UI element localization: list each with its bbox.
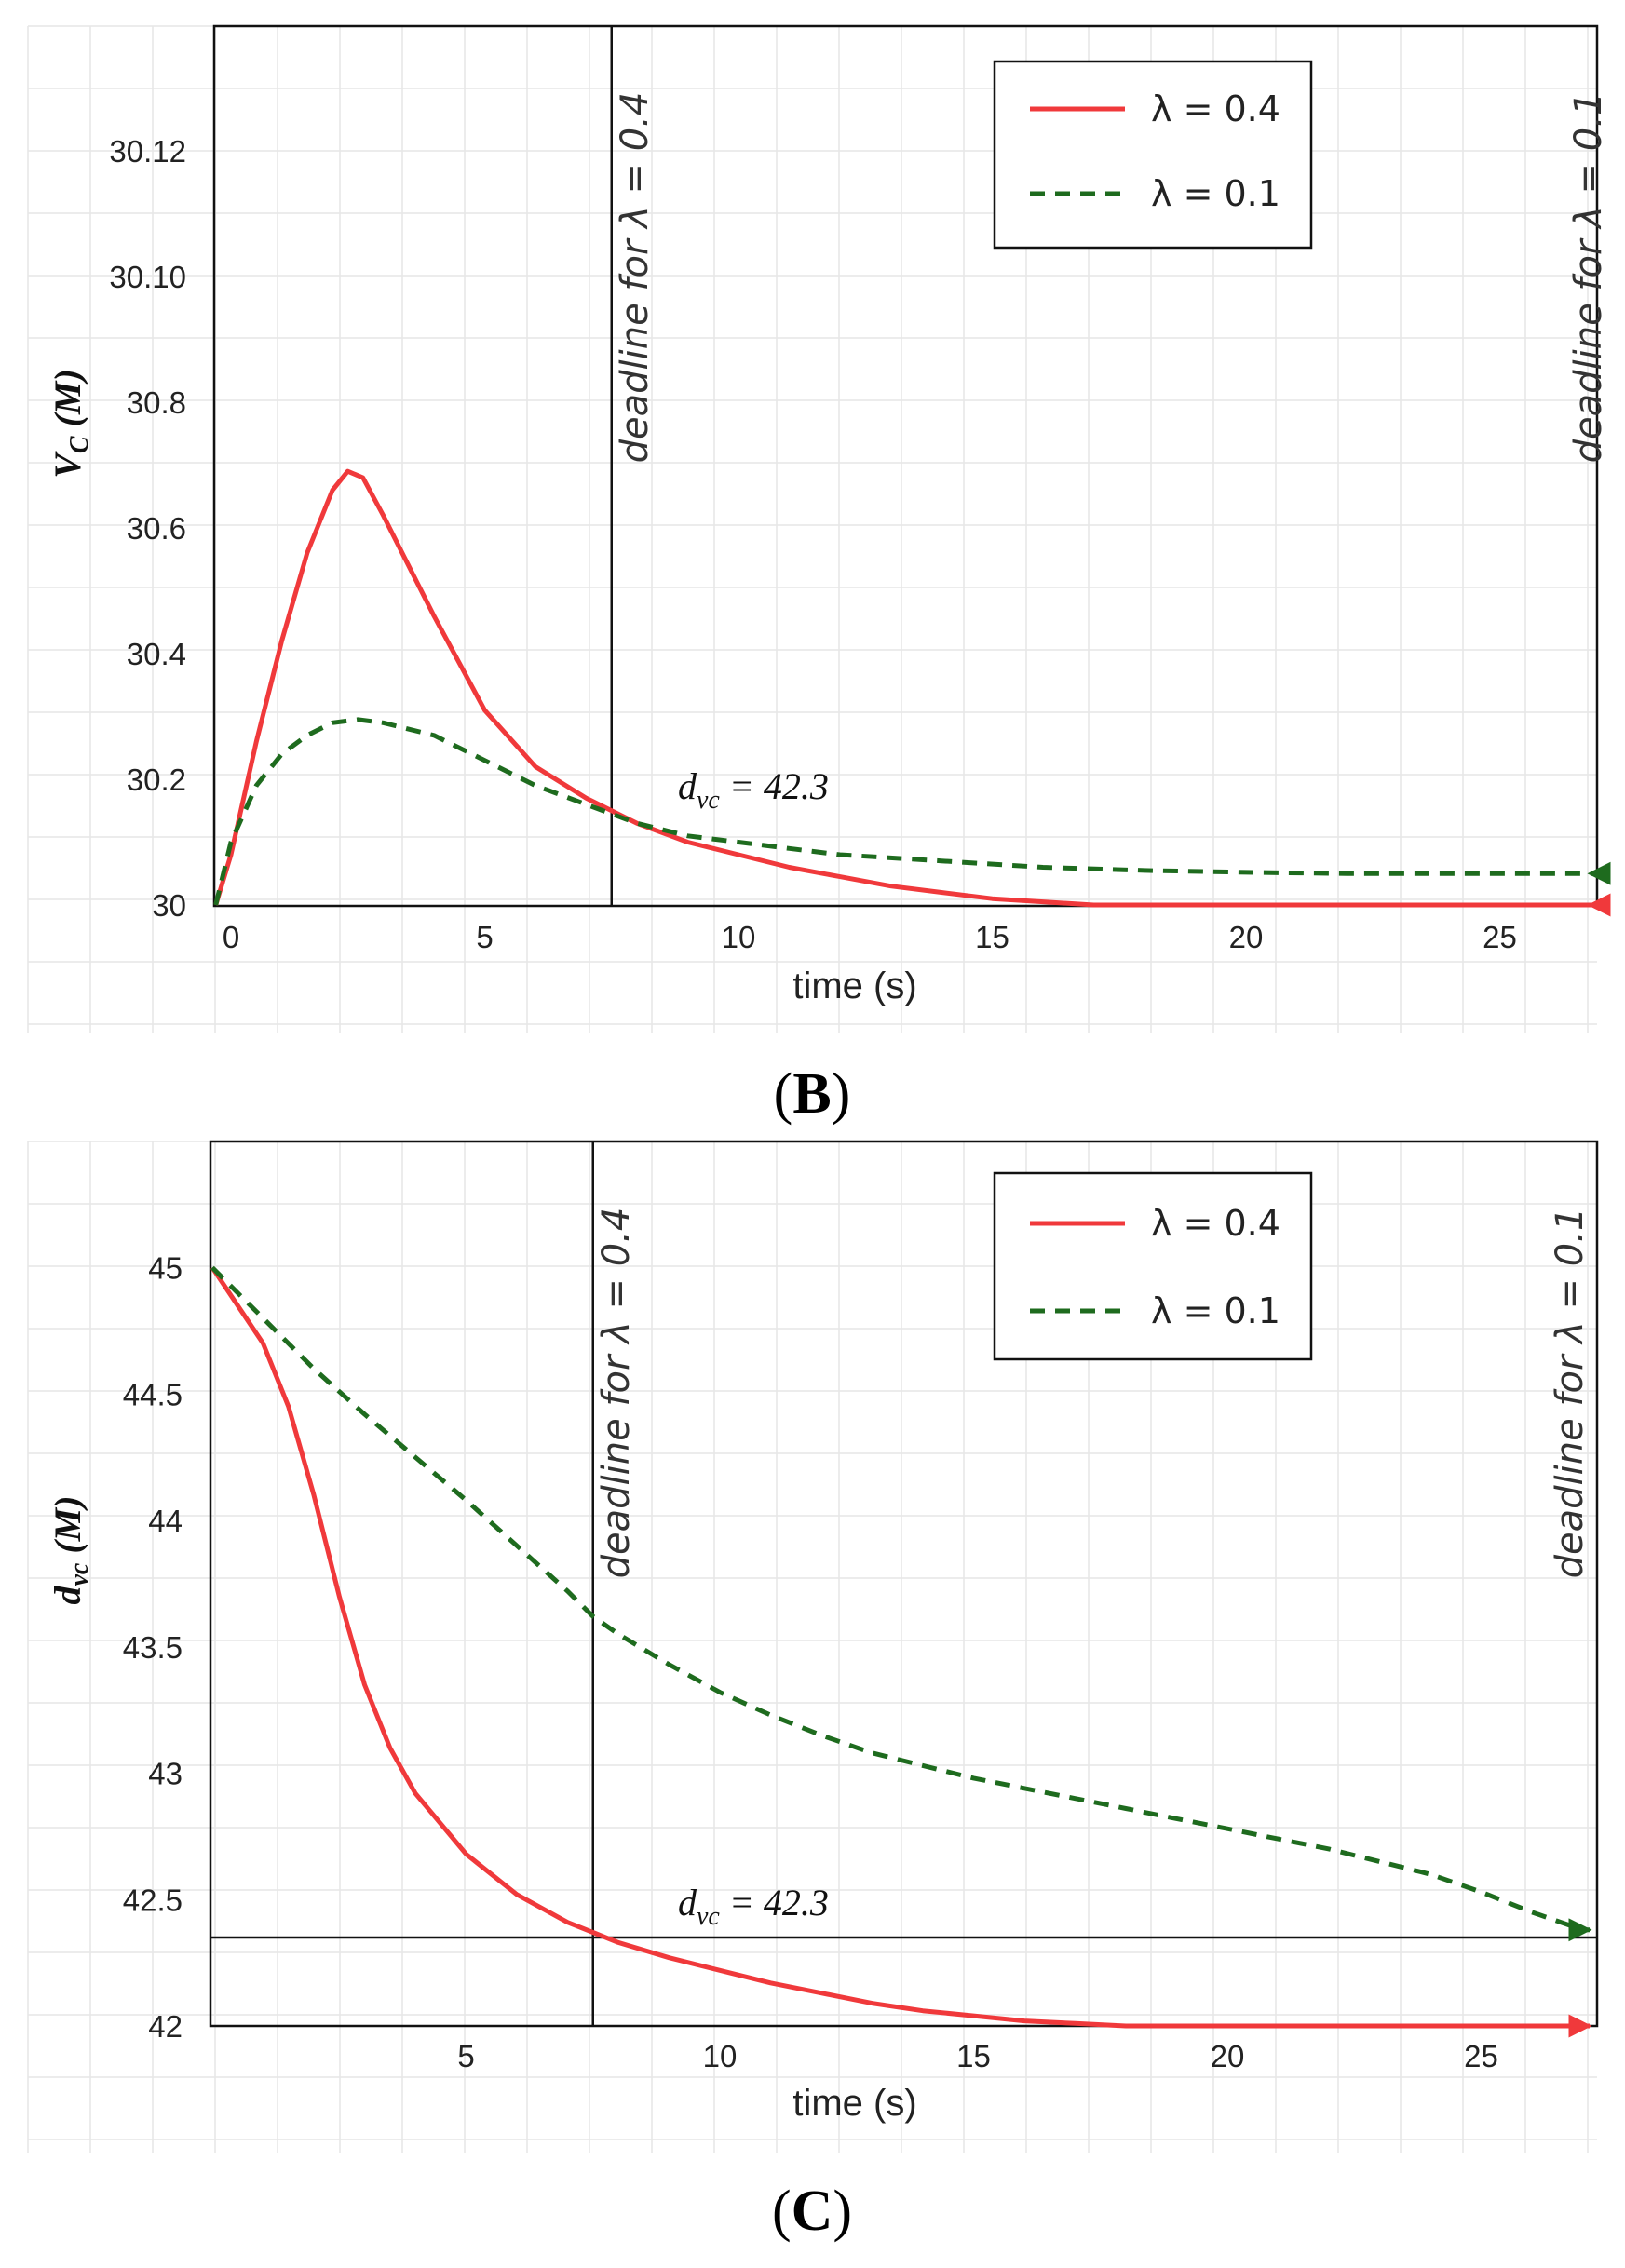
y-tick-label: 42.5 bbox=[123, 1883, 183, 1917]
grid-panel-b bbox=[27, 25, 1597, 1033]
legend-b: λ = 0.4 λ = 0.1 bbox=[993, 60, 1313, 250]
panel-label-c: (C) bbox=[772, 2180, 852, 2243]
y-ticks-c: 42 42.5 43 43.5 44 44.5 45 bbox=[123, 1251, 183, 2045]
deadline-label: deadline for λ = 0.1 bbox=[1549, 1208, 1591, 1579]
x-tick-label: 25 bbox=[1483, 920, 1517, 954]
y-tick-label: 30.10 bbox=[109, 260, 186, 294]
y-axis-label-b: VC (M) bbox=[47, 369, 94, 479]
deadline-label: deadline for λ = 0.4 bbox=[614, 92, 657, 464]
y-tick-label: 30.2 bbox=[127, 763, 186, 797]
x-tick-label: 25 bbox=[1464, 2039, 1498, 2073]
legend-box-b bbox=[993, 60, 1313, 250]
series-line-lambda-04 bbox=[210, 1266, 1592, 2038]
chart-panel-c: 42 42.5 43 43.5 44 44.5 45 5 10 15 20 25 deadline … bbox=[27, 1140, 1599, 2153]
y-tick-label: 44 bbox=[148, 1504, 183, 1538]
x-tick-label: 15 bbox=[956, 2039, 991, 2073]
panel-label-b: (B) bbox=[774, 1062, 851, 1126]
deadlines-c: deadline for λ = 0.4 deadline for λ = 0.1 bbox=[591, 1141, 1591, 2026]
x-tick-label: 0 bbox=[223, 920, 239, 954]
y-axis-label-c: dvc (M) bbox=[47, 1495, 94, 1604]
x-tick-label: 20 bbox=[1229, 920, 1264, 954]
x-tick-label: 5 bbox=[457, 2039, 474, 2073]
annotation-c: dvc = 42.3 bbox=[678, 1882, 829, 1931]
y-tick-label: 30.6 bbox=[127, 511, 186, 546]
series-line-lambda-01 bbox=[210, 1265, 1592, 1942]
series-c bbox=[210, 1265, 1592, 2038]
deadlines-b: deadline for λ = 0.4 deadline for λ = 0.1 bbox=[610, 26, 1610, 906]
legend-c: λ = 0.4 λ = 0.1 bbox=[993, 1171, 1313, 1361]
x-axis-label-b: time (s) bbox=[792, 965, 916, 1006]
x-tick-label: 15 bbox=[975, 920, 1009, 954]
y-ticks-b: 30 30.2 30.4 30.6 30.8 30.10 30.12 bbox=[109, 134, 186, 923]
x-tick-label: 10 bbox=[703, 2039, 738, 2073]
deadline-label: deadline for λ = 0.1 bbox=[1567, 92, 1610, 464]
plot-frame-b bbox=[212, 24, 1599, 908]
y-tick-label: 43.5 bbox=[123, 1630, 183, 1665]
x-ticks-c: 5 10 15 20 25 bbox=[457, 2039, 1498, 2073]
legend-label-lambda-04-c: λ = 0.4 bbox=[1151, 1203, 1280, 1244]
grid-panel-c bbox=[27, 1141, 1597, 2153]
x-ticks-b: 0 5 10 15 20 25 bbox=[223, 920, 1517, 954]
legend-box-c bbox=[993, 1171, 1313, 1361]
y-tick-label: 30.4 bbox=[127, 637, 186, 671]
x-axis-label-c: time (s) bbox=[792, 2083, 916, 2124]
x-tick-label: 5 bbox=[476, 920, 493, 954]
series-line-lambda-04 bbox=[213, 468, 1611, 917]
x-tick-label: 20 bbox=[1211, 2039, 1245, 2073]
y-tick-label: 30 bbox=[152, 888, 186, 923]
y-tick-label: 45 bbox=[148, 1251, 183, 1286]
y-axis-label-sub-c: vc bbox=[65, 1562, 94, 1586]
legend-label-lambda-01-c: λ = 0.1 bbox=[1151, 1290, 1280, 1331]
deadline-label: deadline for λ = 0.4 bbox=[595, 1208, 638, 1579]
y-tick-label: 30.8 bbox=[127, 385, 186, 420]
annotation-b: dvc = 42.3 bbox=[678, 765, 829, 815]
y-axis-label-sub-b: C bbox=[65, 436, 94, 453]
series-line-lambda-01 bbox=[213, 717, 1611, 906]
y-tick-label: 44.5 bbox=[123, 1377, 183, 1411]
y-tick-label: 42 bbox=[148, 2009, 183, 2044]
plot-frame-c bbox=[209, 1140, 1599, 2028]
y-tick-label: 43 bbox=[148, 1757, 183, 1791]
legend-label-lambda-04-b: λ = 0.4 bbox=[1151, 88, 1280, 129]
series-b bbox=[213, 468, 1611, 917]
x-tick-label: 10 bbox=[722, 920, 756, 954]
y-tick-label: 30.12 bbox=[109, 134, 186, 169]
legend-label-lambda-01-b: λ = 0.1 bbox=[1151, 173, 1280, 214]
